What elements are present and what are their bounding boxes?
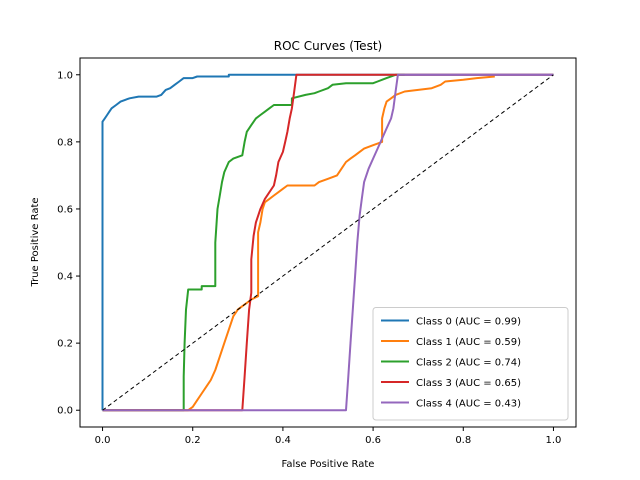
legend-entry-label: Class 2 (AUC = 0.74) [416, 358, 521, 369]
y-tick-label: 0.0 [57, 406, 73, 417]
x-tick-label: 1.0 [546, 435, 562, 446]
roc-series-line [102, 73, 405, 412]
y-axis-title: True Positive Rate [30, 197, 41, 287]
y-tick-label: 0.4 [57, 272, 73, 283]
legend-entry-label: Class 3 (AUC = 0.65) [416, 378, 521, 389]
roc-series-line [102, 73, 554, 412]
x-tick-label: 0.0 [95, 435, 111, 446]
y-tick-label: 0.8 [57, 137, 73, 148]
plot-frame [79, 57, 577, 428]
legend: Class 0 (AUC = 0.99) Class 1 (AUC = 0.59)… [372, 307, 569, 421]
x-tick-label: 0.8 [455, 435, 471, 446]
x-axis-title: False Positive Rate [282, 459, 375, 470]
y-tick-label: 1.0 [57, 70, 73, 81]
x-tick-label: 0.2 [185, 435, 201, 446]
legend-entry-label: Class 4 (AUC = 0.43) [416, 399, 521, 410]
y-tick-label: 0.6 [57, 204, 73, 215]
y-tick-label: 0.2 [57, 339, 73, 350]
chart-title: ROC Curves (Test) [274, 39, 382, 53]
plot-area [101, 73, 554, 412]
chance-diagonal-line [102, 74, 554, 411]
axis-ticks: 0.0 0.2 0.4 0.6 0.8 1.0 0.0 0.2 0.4 0.6 0.8 1.0 [57, 70, 561, 446]
x-tick-label: 0.4 [275, 435, 291, 446]
roc-series-line [102, 75, 495, 412]
x-tick-label: 0.6 [365, 435, 381, 446]
legend-entry-label: Class 0 (AUC = 0.99) [416, 317, 521, 328]
legend-entry-label: Class 1 (AUC = 0.59) [416, 337, 521, 348]
roc-series-line [102, 73, 554, 412]
roc-series-line [101, 73, 554, 411]
legend-box [372, 307, 569, 421]
